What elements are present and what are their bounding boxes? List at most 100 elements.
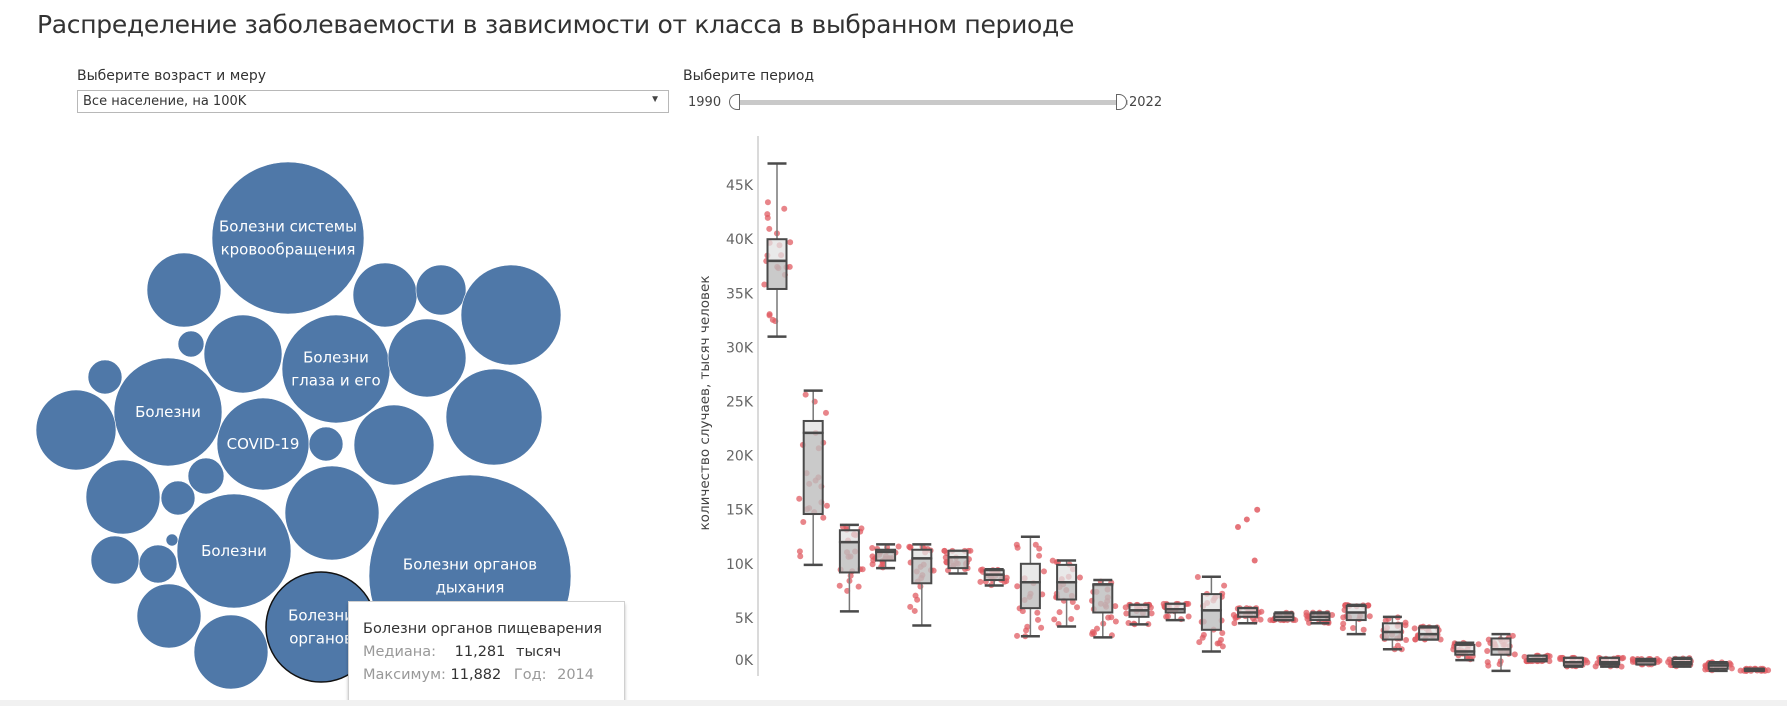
tooltip-median-unit: тысяч	[516, 644, 562, 660]
bubble-circle[interactable]	[284, 465, 380, 561]
box-group[interactable]	[796, 389, 830, 567]
bubble-circle[interactable]	[281, 314, 391, 424]
bubble[interactable]	[460, 264, 562, 366]
box-group[interactable]	[1013, 535, 1047, 640]
bubble-circle[interactable]	[211, 161, 365, 315]
box-group[interactable]	[977, 566, 1010, 589]
bubble[interactable]	[193, 614, 269, 690]
bubble-circle[interactable]	[146, 252, 222, 328]
box-group[interactable]	[1303, 609, 1336, 627]
y-tick-label: 5K	[735, 611, 754, 627]
bubble-circle[interactable]	[387, 318, 467, 398]
page-title: Распределение заболеваемости в зависимос…	[37, 10, 1075, 39]
bubble[interactable]	[203, 314, 283, 394]
box-group[interactable]	[1450, 639, 1482, 663]
box-group[interactable]	[1702, 659, 1735, 674]
measure-dropdown[interactable]: Все население, на 100K ▼	[77, 90, 669, 113]
bubble[interactable]: Болезни	[176, 493, 292, 609]
box-group[interactable]	[1411, 623, 1444, 643]
bubble-circle[interactable]	[353, 404, 435, 486]
bubble[interactable]	[160, 480, 196, 516]
bubble[interactable]	[138, 544, 178, 584]
y-tick-label: 20K	[726, 449, 754, 465]
bubble[interactable]	[445, 368, 543, 466]
bubble-circle[interactable]	[460, 264, 562, 366]
bubble-circle[interactable]	[165, 533, 179, 547]
box-group[interactable]	[1379, 614, 1410, 653]
bubble-circle[interactable]	[87, 359, 123, 395]
slider-handle-start[interactable]	[729, 94, 740, 110]
box-group[interactable]	[1194, 573, 1228, 653]
bubble[interactable]	[353, 404, 435, 486]
box-group[interactable]	[761, 162, 794, 338]
bubble[interactable]	[136, 583, 202, 649]
bubble[interactable]	[165, 533, 179, 547]
bubble-circle[interactable]	[193, 614, 269, 690]
bubble[interactable]	[308, 426, 344, 462]
box-group[interactable]	[1267, 609, 1299, 624]
bubble[interactable]	[146, 252, 222, 328]
box-group[interactable]	[1629, 656, 1663, 668]
bubble-label: Болезни	[303, 349, 369, 367]
box-group[interactable]	[1089, 578, 1119, 639]
box-upper	[802, 419, 824, 434]
bubble-circle[interactable]	[113, 357, 223, 467]
box-group[interactable]	[1665, 655, 1694, 670]
data-point	[1511, 651, 1518, 658]
data-point	[1629, 656, 1636, 663]
bubble-circle[interactable]	[352, 262, 418, 328]
box-group[interactable]	[941, 547, 974, 575]
bubble-circle[interactable]	[445, 368, 543, 466]
box-group[interactable]	[906, 543, 937, 627]
bubble[interactable]	[284, 465, 380, 561]
bubble[interactable]: Болезни глаза и его	[281, 314, 391, 424]
bubble-circle[interactable]	[136, 583, 202, 649]
box-group[interactable]	[1122, 601, 1155, 628]
bubble-circle[interactable]	[308, 426, 344, 462]
slider-track[interactable]	[733, 100, 1128, 105]
box-group[interactable]	[1160, 600, 1192, 623]
bubble[interactable]: COVID-19	[216, 397, 310, 491]
bubble-circle[interactable]	[415, 264, 467, 316]
bubble-circle[interactable]	[160, 480, 196, 516]
box-group[interactable]	[1557, 654, 1591, 670]
bubble-circle[interactable]	[177, 330, 205, 358]
y-tick-label: 45K	[726, 178, 754, 194]
bubble-circle[interactable]	[35, 389, 117, 471]
bubble[interactable]	[387, 318, 467, 398]
bubble-circle[interactable]	[138, 544, 178, 584]
data-point	[1230, 612, 1237, 619]
box-group[interactable]	[869, 543, 902, 571]
box-lower	[1019, 581, 1041, 610]
box-lower	[802, 431, 824, 516]
box-group[interactable]	[1737, 665, 1772, 674]
bubble[interactable]	[415, 264, 467, 316]
bubble[interactable]	[90, 535, 140, 585]
box-group[interactable]	[1230, 506, 1265, 627]
bubble[interactable]	[85, 459, 161, 535]
box-group[interactable]	[1592, 654, 1627, 670]
bubble[interactable]	[352, 262, 418, 328]
slider-handle-end[interactable]	[1116, 94, 1127, 110]
bubble-circle[interactable]	[203, 314, 283, 394]
bubble[interactable]: Болезни	[113, 357, 223, 467]
box-group[interactable]	[1339, 601, 1373, 636]
bubble[interactable]	[177, 330, 205, 358]
box-group[interactable]	[1049, 557, 1083, 628]
bubble-circle[interactable]	[85, 459, 161, 535]
bubble[interactable]: Болезни системы кровообращения	[211, 161, 365, 315]
period-range-slider[interactable]: 1990 2022	[688, 92, 1178, 114]
bubble[interactable]	[187, 457, 225, 495]
box-lower	[1056, 581, 1078, 601]
bubble[interactable]	[35, 389, 117, 471]
box-group[interactable]	[836, 523, 866, 613]
scrollbar-area	[0, 700, 1787, 706]
data-point	[823, 502, 830, 509]
data-point	[787, 239, 794, 246]
bubble-circle[interactable]	[90, 535, 140, 585]
bubble-circle[interactable]	[176, 493, 292, 609]
box-group[interactable]	[1484, 632, 1518, 673]
box-group[interactable]	[1521, 652, 1553, 665]
bubble[interactable]	[87, 359, 123, 395]
bubble-circle[interactable]	[187, 457, 225, 495]
